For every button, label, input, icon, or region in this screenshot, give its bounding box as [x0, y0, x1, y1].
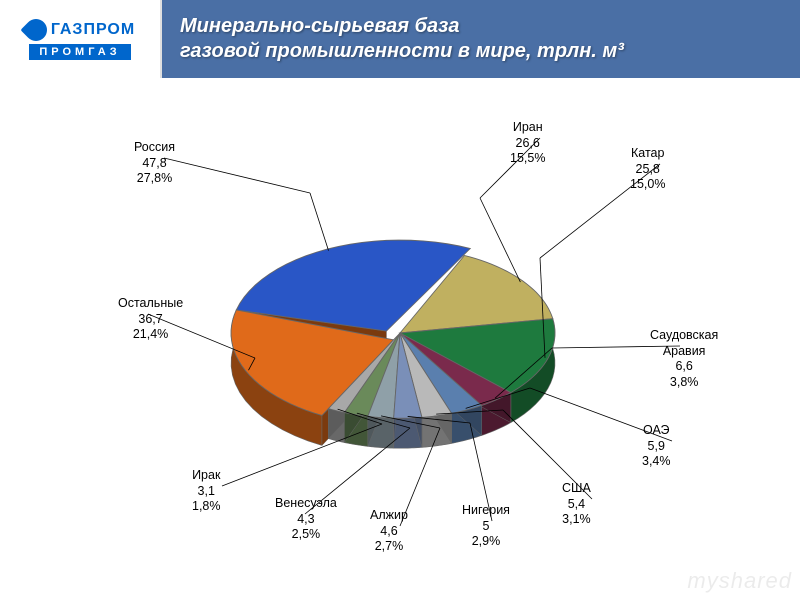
slice-label: Венесуэла4,32,5%: [275, 496, 337, 543]
slice-label: США5,43,1%: [562, 481, 591, 528]
slice-label: Алжир4,62,7%: [370, 508, 408, 555]
slice-label: Нигерия52,9%: [462, 503, 510, 550]
pie-chart: Россия47,827,8% Иран26,615,5% Катар25,815,…: [0, 78, 800, 600]
slice-label: Ирак3,11,8%: [192, 468, 221, 515]
slice-label: СаудовскаяАравия6,63,8%: [650, 328, 718, 391]
flame-icon: [20, 14, 51, 45]
logo-box: ГАЗПРОМ ПРОМГАЗ: [0, 0, 162, 78]
slice-label: Россия47,827,8%: [134, 140, 175, 187]
slice-label: Иран26,615,5%: [510, 120, 545, 167]
slice-label: ОАЭ5,93,4%: [642, 423, 671, 470]
watermark: myshared: [687, 568, 792, 594]
logo: ГАЗПРОМ ПРОМГАЗ: [25, 19, 135, 60]
header: ГАЗПРОМ ПРОМГАЗ Минерально-сырьевая база…: [0, 0, 800, 78]
title-box: Минерально-сырьевая базагазовой промышле…: [162, 0, 800, 78]
page-title: Минерально-сырьевая базагазовой промышле…: [180, 14, 624, 64]
slice-label: Остальные36,721,4%: [118, 296, 183, 343]
slice-label: Катар25,815,0%: [630, 146, 665, 193]
logo-brand: ГАЗПРОМ: [51, 21, 135, 39]
logo-sub: ПРОМГАЗ: [29, 44, 130, 60]
